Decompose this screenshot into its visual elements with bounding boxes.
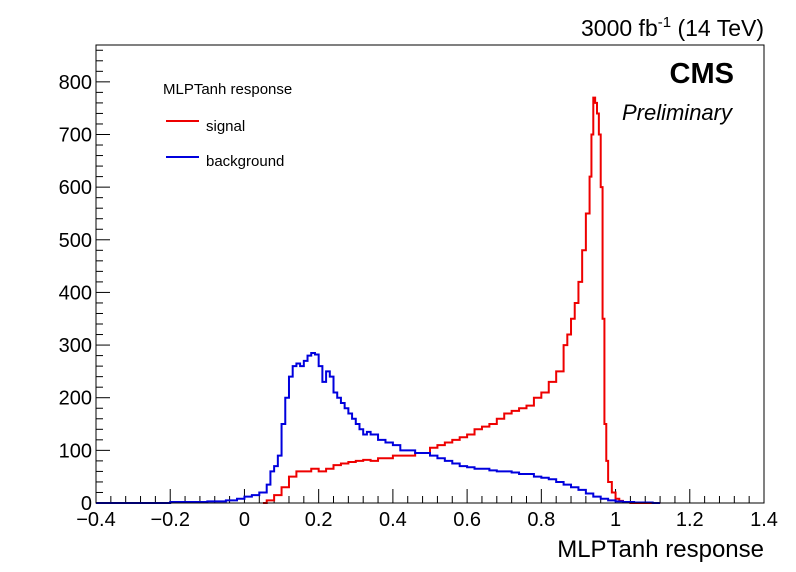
y-tick-label: 400 <box>59 282 92 304</box>
y-tick-label: 600 <box>59 177 92 199</box>
x-tick-label: 0.6 <box>453 509 481 531</box>
x-tick-label: 0.8 <box>527 509 555 531</box>
preliminary-label: Preliminary <box>622 100 734 125</box>
series-layer <box>96 96 661 504</box>
legend: MLPTanh response signal background <box>163 81 292 170</box>
y-tick-label: 100 <box>59 440 92 462</box>
plot-frame <box>95 44 765 504</box>
y-tick-label: 300 <box>59 335 92 357</box>
y-tick-label: 0 <box>81 493 92 515</box>
x-tick-label: 0.2 <box>305 509 333 531</box>
x-tick-label: 0 <box>239 509 250 531</box>
x-axis-title: MLPTanh response <box>557 536 764 563</box>
x-tick-label: 0.4 <box>379 509 407 531</box>
series-line-background <box>96 351 661 504</box>
legend-label-background: background <box>206 153 284 170</box>
y-tick-label: 200 <box>59 388 92 410</box>
luminosity-label: 3000 fb-1 (14 TeV) <box>581 14 764 41</box>
x-tick-label: 1.2 <box>676 509 704 531</box>
x-tick-label: 1 <box>610 509 621 531</box>
experiment-label: CMS <box>670 58 734 90</box>
y-tick-label: 800 <box>59 72 92 94</box>
legend-label-signal: signal <box>206 118 245 135</box>
y-tick-label: 700 <box>59 124 92 146</box>
x-tick-label: −0.4 <box>76 509 115 531</box>
y-tick-label: 500 <box>59 230 92 252</box>
series-line-signal <box>263 96 661 504</box>
y-axis-ticks: 0 100 200 300 400 500 600 700 800 <box>59 49 110 515</box>
x-axis-ticks: −0.4 −0.2 0 0.2 0.4 0.6 0.8 1 1.2 1.4 <box>76 489 778 531</box>
x-tick-label: 1.4 <box>750 509 778 531</box>
legend-title: MLPTanh response <box>163 81 292 98</box>
x-tick-label: −0.2 <box>150 509 189 531</box>
